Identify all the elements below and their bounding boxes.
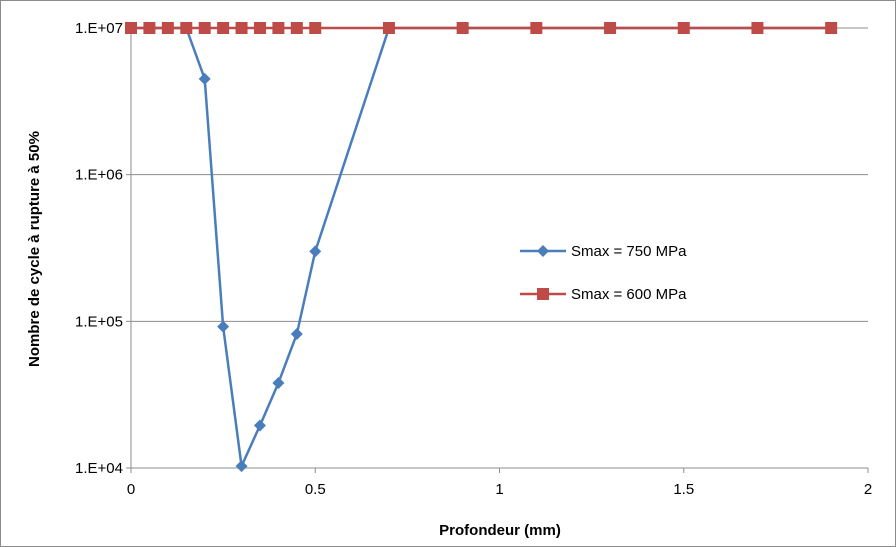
- data-point: [290, 22, 303, 34]
- legend-marker: [537, 288, 549, 300]
- data-point: [290, 327, 303, 340]
- series-line: [131, 26, 832, 468]
- y-tick-label: 1.E+05: [75, 313, 123, 330]
- data-point: [272, 22, 285, 34]
- data-point: [235, 22, 248, 34]
- x-tick-label: 2: [864, 481, 872, 498]
- x-tick-label: 1: [495, 481, 503, 498]
- y-tick-label: 1.E+07: [75, 20, 123, 37]
- data-point: [217, 320, 230, 333]
- data-point: [530, 22, 543, 34]
- x-tick-label: 1.5: [673, 481, 694, 498]
- y-axis-title: Nombre de cycle à rupture à 50%: [26, 131, 43, 367]
- tick-labels: 1.E+04 1.E+05 1.E+06 1.E+07 0 0.5 1 1.5 2: [75, 20, 872, 498]
- data-point: [180, 22, 193, 34]
- series-layer: [125, 22, 838, 473]
- gridlines: [131, 27, 868, 322]
- legend-item: Smax = 750 MPa: [520, 243, 687, 260]
- legend: Smax = 750 MPa Smax = 600 MPa: [520, 243, 687, 303]
- data-point: [161, 22, 174, 34]
- x-tick-label: 0.5: [305, 481, 326, 498]
- data-point: [309, 22, 322, 34]
- legend-label: Smax = 600 MPa: [571, 286, 687, 303]
- legend-item: Smax = 600 MPa: [520, 286, 687, 303]
- data-point: [825, 22, 838, 34]
- legend-marker: [537, 245, 549, 257]
- data-point: [604, 22, 617, 34]
- y-tick-label: 1.E+06: [75, 167, 123, 184]
- data-point: [217, 22, 230, 34]
- x-axis-title: Profondeur (mm): [439, 522, 561, 539]
- legend-label: Smax = 750 MPa: [571, 243, 687, 260]
- axes: [126, 27, 869, 473]
- data-point: [143, 22, 156, 34]
- data-point: [198, 22, 211, 34]
- x-tick-label: 0: [127, 481, 135, 498]
- data-point: [456, 22, 469, 34]
- data-point: [272, 376, 285, 389]
- series-2: [125, 22, 838, 34]
- data-point: [309, 245, 322, 258]
- data-point: [253, 419, 266, 432]
- data-point: [751, 22, 764, 34]
- data-point: [382, 22, 395, 34]
- data-point: [253, 22, 266, 34]
- series-1: [125, 22, 838, 473]
- y-tick-label: 1.E+04: [75, 460, 123, 477]
- data-point: [125, 22, 137, 34]
- data-point: [198, 72, 211, 85]
- data-point: [677, 22, 690, 34]
- data-point: [235, 460, 248, 473]
